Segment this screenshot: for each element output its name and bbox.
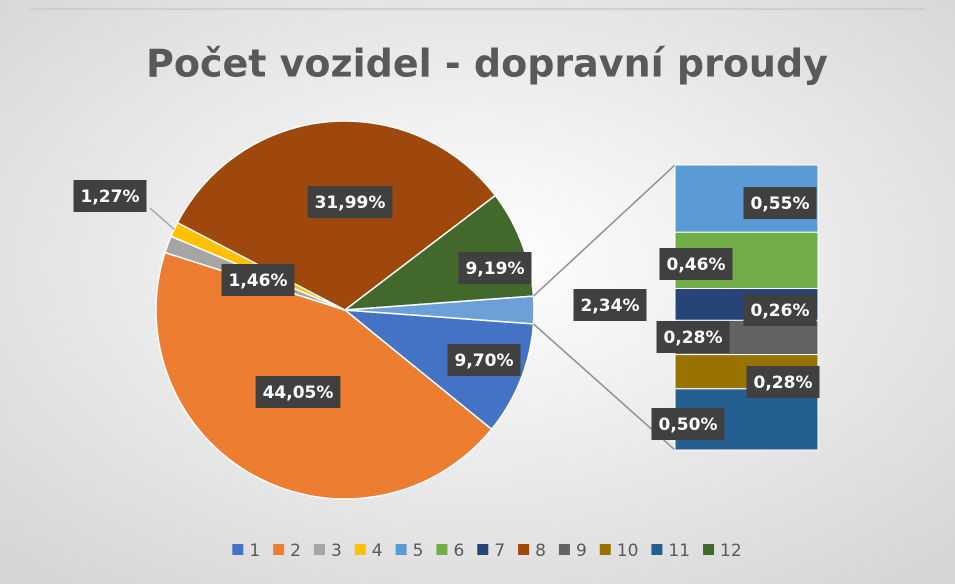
- legend-swatch: [477, 544, 489, 555]
- data-label-box: [746, 366, 820, 398]
- legend-swatch: [436, 544, 448, 555]
- legend-item: 12: [703, 541, 742, 561]
- data-label-box: [255, 376, 341, 408]
- data-label: 31,99%: [307, 186, 393, 218]
- data-label-text: 0,28%: [664, 328, 723, 348]
- leader-line: [149, 207, 175, 230]
- connector: [532, 323, 676, 451]
- legend-label: 7: [494, 541, 505, 561]
- data-label-text: 0,55%: [751, 194, 810, 214]
- legend-swatch: [232, 544, 244, 555]
- data-label: 0,50%: [651, 408, 725, 440]
- legend-item: 10: [599, 541, 639, 561]
- legend-item: 2: [273, 541, 301, 561]
- data-label-box: [447, 344, 521, 376]
- pie-slice: [342, 309, 535, 431]
- legend-swatch: [518, 544, 530, 555]
- legend-label: 4: [372, 541, 383, 561]
- data-label-box: [659, 248, 733, 280]
- data-label: 44,05%: [255, 376, 341, 408]
- legend-item: 4: [354, 541, 383, 561]
- legend-item: 7: [477, 541, 505, 561]
- data-label: 9,19%: [458, 252, 532, 284]
- legend-swatch: [273, 544, 285, 555]
- legend-label: 5: [413, 541, 424, 561]
- data-label: 1,27%: [73, 180, 147, 212]
- data-label-box: [458, 252, 532, 284]
- legend-label: 11: [668, 541, 690, 561]
- legend-label: 8: [535, 541, 546, 561]
- legend-swatch: [395, 544, 407, 555]
- pie-slice: [155, 251, 493, 500]
- data-label-text: 2,34%: [581, 296, 640, 316]
- legend-label: 2: [290, 541, 301, 561]
- legend-item: 11: [651, 541, 690, 561]
- data-label-text: 0,28%: [754, 373, 813, 393]
- data-label: 9,70%: [447, 344, 521, 376]
- pie-slice: [344, 295, 535, 325]
- data-label-text: 0,26%: [751, 301, 810, 321]
- legend-item: 3: [313, 541, 342, 561]
- data-label-box: [743, 187, 817, 219]
- data-label-box: [573, 289, 647, 321]
- data-label-text: 0,50%: [659, 415, 718, 435]
- legend-label: 12: [720, 541, 742, 561]
- data-label-box: [221, 264, 295, 296]
- data-label-box: [743, 294, 817, 326]
- data-label-text: 44,05%: [263, 383, 334, 403]
- legend-swatch: [703, 544, 715, 555]
- data-label-text: 9,70%: [455, 351, 514, 371]
- legend-item: 6: [436, 541, 464, 561]
- legend-label: 1: [249, 541, 260, 561]
- data-label: 0,28%: [746, 366, 820, 398]
- data-label-text: 1,46%: [229, 271, 288, 291]
- legend-label: 10: [617, 541, 639, 561]
- data-label-box: [651, 408, 725, 440]
- data-label: 0,55%: [743, 187, 817, 219]
- data-label: 1,46%: [221, 264, 295, 296]
- data-label-text: 9,19%: [466, 259, 525, 279]
- legend-label: 6: [453, 541, 464, 561]
- legend-item: 1: [232, 541, 260, 561]
- data-label-text: 0,46%: [667, 255, 726, 275]
- legend-label: 3: [331, 541, 342, 561]
- data-label: 0,28%: [656, 321, 730, 353]
- data-label-box: [307, 186, 393, 218]
- legend-item: 5: [395, 541, 424, 561]
- data-label-text: 1,27%: [81, 187, 140, 207]
- legend-item: 9: [558, 541, 587, 561]
- legend-swatch: [313, 544, 325, 555]
- legend-swatch: [558, 544, 570, 555]
- legend-swatch: [599, 544, 611, 555]
- legend-label: 9: [576, 541, 587, 561]
- data-label-text: 31,99%: [315, 193, 386, 213]
- connector: [532, 164, 676, 297]
- data-label: 2,34%: [573, 289, 647, 321]
- legend-swatch: [354, 544, 366, 555]
- data-label: 0,46%: [659, 248, 733, 280]
- legend-swatch: [651, 544, 663, 555]
- data-label-box: [656, 321, 730, 353]
- data-label-box: [73, 180, 147, 212]
- data-label: 0,26%: [743, 294, 817, 326]
- chart-title: Počet vozidel - dopravní proudy: [146, 42, 828, 86]
- legend-item: 8: [518, 541, 546, 561]
